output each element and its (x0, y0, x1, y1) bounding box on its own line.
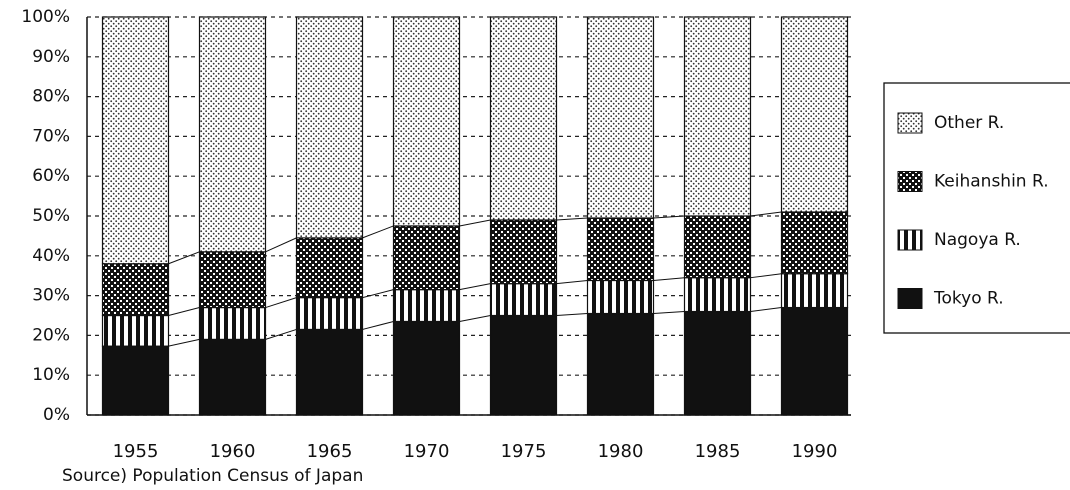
bar-segment (780, 16, 849, 213)
bar-segment (295, 296, 364, 331)
bar-segment (198, 338, 267, 416)
x-tick-label: 1965 (307, 441, 353, 462)
bar-segment (198, 16, 267, 253)
bar-segment (392, 225, 461, 291)
bar-segment (780, 273, 849, 309)
connector-line (750, 211, 782, 217)
connector-line (362, 289, 394, 299)
bar-segment (780, 211, 849, 275)
bar-segment (489, 16, 558, 221)
connector-line (265, 328, 297, 340)
connector-line (653, 277, 685, 281)
connector-line (459, 219, 491, 227)
x-tick-label: 1980 (598, 441, 644, 462)
connector-line (556, 279, 588, 285)
bar-segment (295, 16, 364, 239)
connector-line (556, 217, 588, 221)
connector-line (459, 283, 491, 291)
connector-line (459, 315, 491, 322)
connector-line (265, 237, 297, 253)
legend-swatch (897, 112, 923, 134)
y-tick-label: 20% (32, 325, 70, 345)
bar-segment (683, 277, 752, 313)
legend-label: Keihanshin R. (934, 172, 1049, 192)
source-note: Source) Population Census of Japan (62, 466, 363, 486)
bar-segment (101, 345, 170, 416)
y-tick-label: 40% (32, 246, 70, 266)
legend-label: Tokyo R. (933, 289, 1004, 309)
bar-segment (101, 314, 170, 347)
x-tick-label: 1960 (210, 441, 256, 462)
y-tick-label: 30% (32, 286, 70, 306)
x-tick-label: 1990 (792, 441, 838, 462)
legend-label: Nagoya R. (934, 230, 1021, 250)
connector-line (362, 225, 394, 239)
connector-line (750, 273, 782, 279)
bar-segment (295, 328, 364, 416)
legend-swatch (897, 171, 923, 192)
connector-line (653, 311, 685, 315)
bar-segment (101, 16, 170, 265)
connector-line (556, 313, 588, 316)
bar-segment (392, 320, 461, 416)
connector-line (168, 251, 200, 265)
y-tick-label: 50% (32, 206, 70, 226)
x-tick-label: 1985 (695, 441, 741, 462)
connector-line (168, 338, 200, 347)
x-tick-label: 1975 (501, 441, 547, 462)
bar-segment (392, 289, 461, 323)
bar-segment (101, 263, 170, 317)
y-tick-label: 60% (32, 166, 70, 186)
y-tick-label: 100% (21, 7, 70, 27)
bar-segment (586, 16, 655, 219)
bar-segment (586, 279, 655, 315)
bar-segment (780, 306, 849, 416)
bar-segment (295, 237, 364, 299)
legend-swatch (897, 229, 923, 251)
y-tick-label: 90% (32, 47, 70, 67)
bar-segment (586, 312, 655, 416)
bar-segment (198, 251, 267, 309)
x-tick-label: 1970 (404, 441, 450, 462)
connector-line (168, 307, 200, 316)
connector-line (265, 297, 297, 309)
y-tick-label: 0% (43, 405, 70, 425)
bar-segment (392, 16, 461, 227)
bar-segment (198, 306, 267, 340)
y-tick-label: 80% (32, 87, 70, 107)
connector-line (750, 307, 782, 313)
connector-line (653, 215, 685, 219)
connector-line (362, 320, 394, 330)
bar-segment (586, 217, 655, 282)
bar-segment (683, 215, 752, 279)
x-tick-label: 1955 (113, 441, 159, 462)
bar-segment (489, 219, 558, 285)
y-tick-label: 10% (32, 365, 70, 385)
bar-segment (683, 16, 752, 217)
legend-swatch (897, 288, 923, 309)
bar-segment (489, 283, 558, 317)
bar-segment (683, 310, 752, 416)
bar-segment (489, 314, 558, 416)
legend-label: Other R. (934, 113, 1004, 133)
y-tick-label: 70% (32, 126, 70, 146)
